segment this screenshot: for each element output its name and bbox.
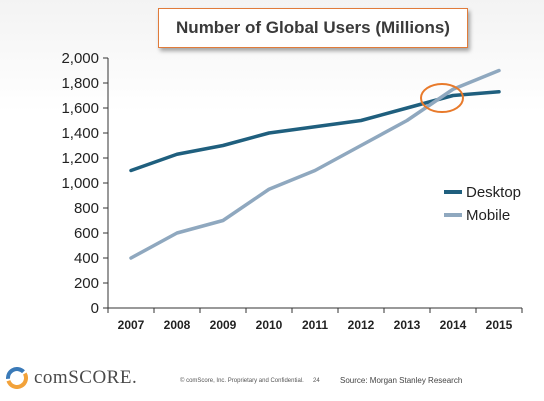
legend-label-desktop: Desktop	[466, 184, 521, 201]
comscore-logo-icon	[6, 367, 28, 389]
y-tick-label: 1,400	[61, 125, 99, 142]
y-tick-label: 400	[74, 250, 99, 267]
chart-title: Number of Global Users (Millions)	[158, 8, 468, 48]
x-tick-label: 2014	[440, 318, 467, 332]
source-text: Source: Morgan Stanley Research	[340, 376, 463, 385]
y-tick-label: 2,000	[61, 50, 99, 67]
y-tick-label: 200	[74, 275, 99, 292]
x-tick-label: 2008	[164, 318, 191, 332]
x-tick-label: 2011	[302, 318, 328, 332]
x-tick-label: 2012	[348, 318, 375, 332]
series-line-desktop	[129, 90, 501, 173]
y-tick-label: 1,600	[61, 100, 99, 117]
logo-text: comSCORE.	[34, 367, 138, 388]
footer: comSCORE. © comScore, Inc. Proprietary a…	[0, 358, 544, 401]
x-tick-label: 2007	[118, 318, 145, 332]
y-tick-label: 0	[91, 300, 99, 317]
comscore-logo: comSCORE.	[6, 366, 137, 390]
y-tick-label: 1,200	[61, 150, 99, 167]
x-tick-label: 2009	[210, 318, 237, 332]
y-tick-label: 600	[74, 225, 99, 242]
x-tick-label: 2010	[256, 318, 283, 332]
line-chart: 0 200 400 600 800 1,000 1,200 1,400 1,600 1,800 2,…	[61, 50, 523, 332]
legend-label-mobile: Mobile	[466, 207, 510, 224]
x-tick-label: 2013	[394, 318, 421, 332]
y-tick-label: 800	[74, 200, 99, 217]
x-tick-label: 2015	[486, 318, 513, 332]
y-tick-label: 1,800	[61, 75, 99, 92]
highlight-circle	[420, 83, 464, 113]
legal-text: © comScore, Inc. Proprietary and Confide…	[180, 378, 304, 384]
y-tick-label: 1,000	[61, 175, 99, 192]
page-number: 24	[313, 378, 320, 384]
